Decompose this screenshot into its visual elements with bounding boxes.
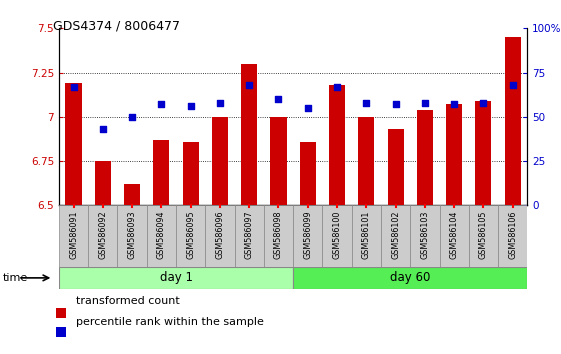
Point	[186, 103, 195, 109]
Bar	[59, 205, 88, 267]
Bar	[182, 142, 199, 205]
Text: GSM586099: GSM586099	[304, 210, 312, 259]
Bar	[270, 117, 287, 205]
Text: percentile rank within the sample: percentile rank within the sample	[76, 317, 264, 327]
Text: GSM586092: GSM586092	[98, 210, 107, 259]
Bar	[410, 205, 439, 267]
Text: GDS4374 / 8006477: GDS4374 / 8006477	[53, 19, 180, 33]
Bar	[264, 205, 293, 267]
Bar	[475, 101, 491, 205]
Text: GSM586095: GSM586095	[186, 210, 195, 259]
Bar	[439, 205, 469, 267]
Text: transformed count: transformed count	[76, 296, 180, 306]
Bar	[505, 37, 521, 205]
Text: GSM586105: GSM586105	[479, 210, 488, 259]
Bar	[56, 327, 66, 337]
Bar	[300, 142, 316, 205]
Bar	[234, 205, 264, 267]
Bar	[59, 267, 293, 289]
Point	[391, 102, 400, 107]
Text: GSM586101: GSM586101	[362, 210, 371, 259]
Point	[450, 102, 459, 107]
Bar	[66, 83, 81, 205]
Bar	[88, 205, 117, 267]
Text: GSM586098: GSM586098	[274, 210, 283, 259]
Bar	[147, 205, 176, 267]
Text: GSM586102: GSM586102	[391, 210, 400, 259]
Text: GSM586106: GSM586106	[508, 210, 517, 259]
Text: GSM586094: GSM586094	[157, 210, 166, 259]
Bar	[153, 140, 169, 205]
Bar	[358, 117, 374, 205]
Bar	[176, 205, 205, 267]
Text: day 60: day 60	[390, 272, 430, 284]
Point	[479, 100, 488, 105]
Bar	[417, 110, 433, 205]
Point	[420, 100, 429, 105]
Bar	[212, 117, 228, 205]
Bar	[323, 205, 352, 267]
Text: GSM586097: GSM586097	[245, 210, 254, 259]
Point	[127, 114, 136, 120]
Point	[333, 84, 342, 90]
Point	[274, 96, 283, 102]
Bar	[205, 205, 234, 267]
Bar	[446, 104, 462, 205]
Bar	[117, 205, 147, 267]
Point	[508, 82, 517, 88]
Point	[215, 100, 224, 105]
Bar	[124, 184, 140, 205]
Bar	[498, 205, 527, 267]
Bar	[293, 267, 527, 289]
Bar	[329, 85, 345, 205]
Point	[98, 126, 107, 132]
Text: GSM586103: GSM586103	[420, 210, 429, 259]
Bar	[56, 308, 66, 318]
Bar	[95, 161, 111, 205]
Text: GSM586104: GSM586104	[450, 210, 459, 259]
Point	[69, 84, 78, 90]
Bar	[352, 205, 381, 267]
Point	[362, 100, 371, 105]
Text: GSM586091: GSM586091	[69, 210, 78, 259]
Bar	[388, 129, 404, 205]
Point	[304, 105, 312, 111]
Text: GSM586093: GSM586093	[127, 210, 136, 259]
Point	[245, 82, 254, 88]
Text: GSM586100: GSM586100	[333, 210, 342, 259]
Text: day 1: day 1	[159, 272, 192, 284]
Text: GSM586096: GSM586096	[215, 210, 224, 259]
Text: time: time	[3, 273, 28, 283]
Bar	[381, 205, 410, 267]
Bar	[293, 205, 323, 267]
Bar	[469, 205, 498, 267]
Point	[157, 102, 166, 107]
Bar	[241, 64, 257, 205]
